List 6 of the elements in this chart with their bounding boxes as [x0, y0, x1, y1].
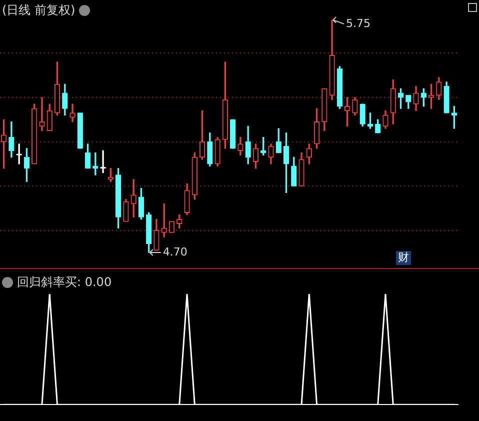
annotation: 财 — [396, 251, 411, 265]
annotation: 4.70 — [162, 245, 188, 258]
chart-title: 回归斜率买: 0.00 — [17, 274, 112, 291]
annotation: 5.75 — [346, 16, 371, 30]
candlestick — [39, 97, 45, 132]
chart-title: (日线 前复权) — [2, 2, 76, 19]
